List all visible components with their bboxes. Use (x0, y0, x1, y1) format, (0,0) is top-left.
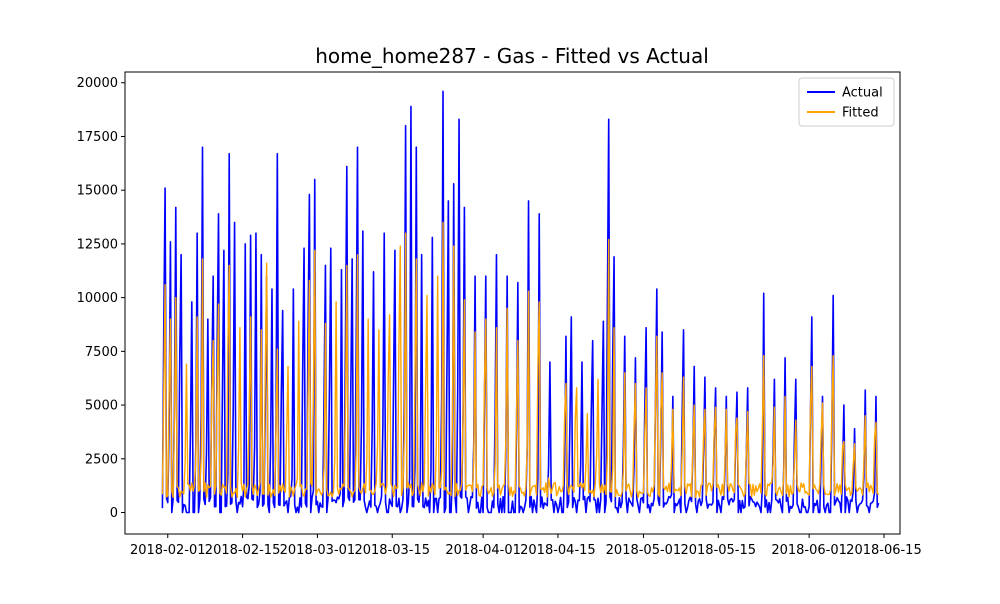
x-tick-label: 2018-06-15 (846, 543, 922, 558)
x-tick-label: 2018-03-01 (280, 543, 356, 558)
x-tick-label: 2018-02-01 (130, 543, 206, 558)
legend: Actual Fitted (798, 77, 895, 127)
plot-frame (124, 71, 901, 535)
series-line-fitted (161, 221, 880, 499)
series-line-actual (161, 90, 880, 514)
y-tick-label: 7500 (85, 345, 118, 360)
x-tick-label: 2018-03-15 (354, 543, 430, 558)
legend-label-actual: Actual (842, 86, 883, 101)
x-tick-label: 2018-05-15 (680, 543, 756, 558)
y-tick-label: 12500 (77, 237, 118, 252)
series-layer (161, 90, 880, 514)
y-tick-label: 20000 (77, 76, 118, 91)
x-tick-label: 2018-02-15 (205, 543, 281, 558)
chart-title: home_home287 - Gas - Fitted vs Actual (315, 44, 709, 68)
y-tick-label: 17500 (77, 130, 118, 145)
y-tick-label: 2500 (85, 452, 118, 467)
y-tick-label: 5000 (85, 399, 118, 414)
x-tick-label: 2018-04-15 (520, 543, 596, 558)
x-tick-label: 2018-05-01 (606, 543, 682, 558)
y-tick-label: 10000 (77, 291, 118, 306)
y-tick-label: 0 (110, 506, 118, 521)
y-axis: 0 2500 5000 7500 10000 12500 15000 17500 20000 (77, 76, 125, 521)
x-axis: 2018-02-01 2018-02-15 2018-03-01 2018-03-15… (130, 534, 922, 558)
x-tick-label: 2018-06-01 (771, 543, 847, 558)
legend-box (798, 77, 895, 127)
x-tick-label: 2018-04-01 (445, 543, 521, 558)
legend-label-fitted: Fitted (842, 106, 879, 121)
y-tick-label: 15000 (77, 184, 118, 199)
